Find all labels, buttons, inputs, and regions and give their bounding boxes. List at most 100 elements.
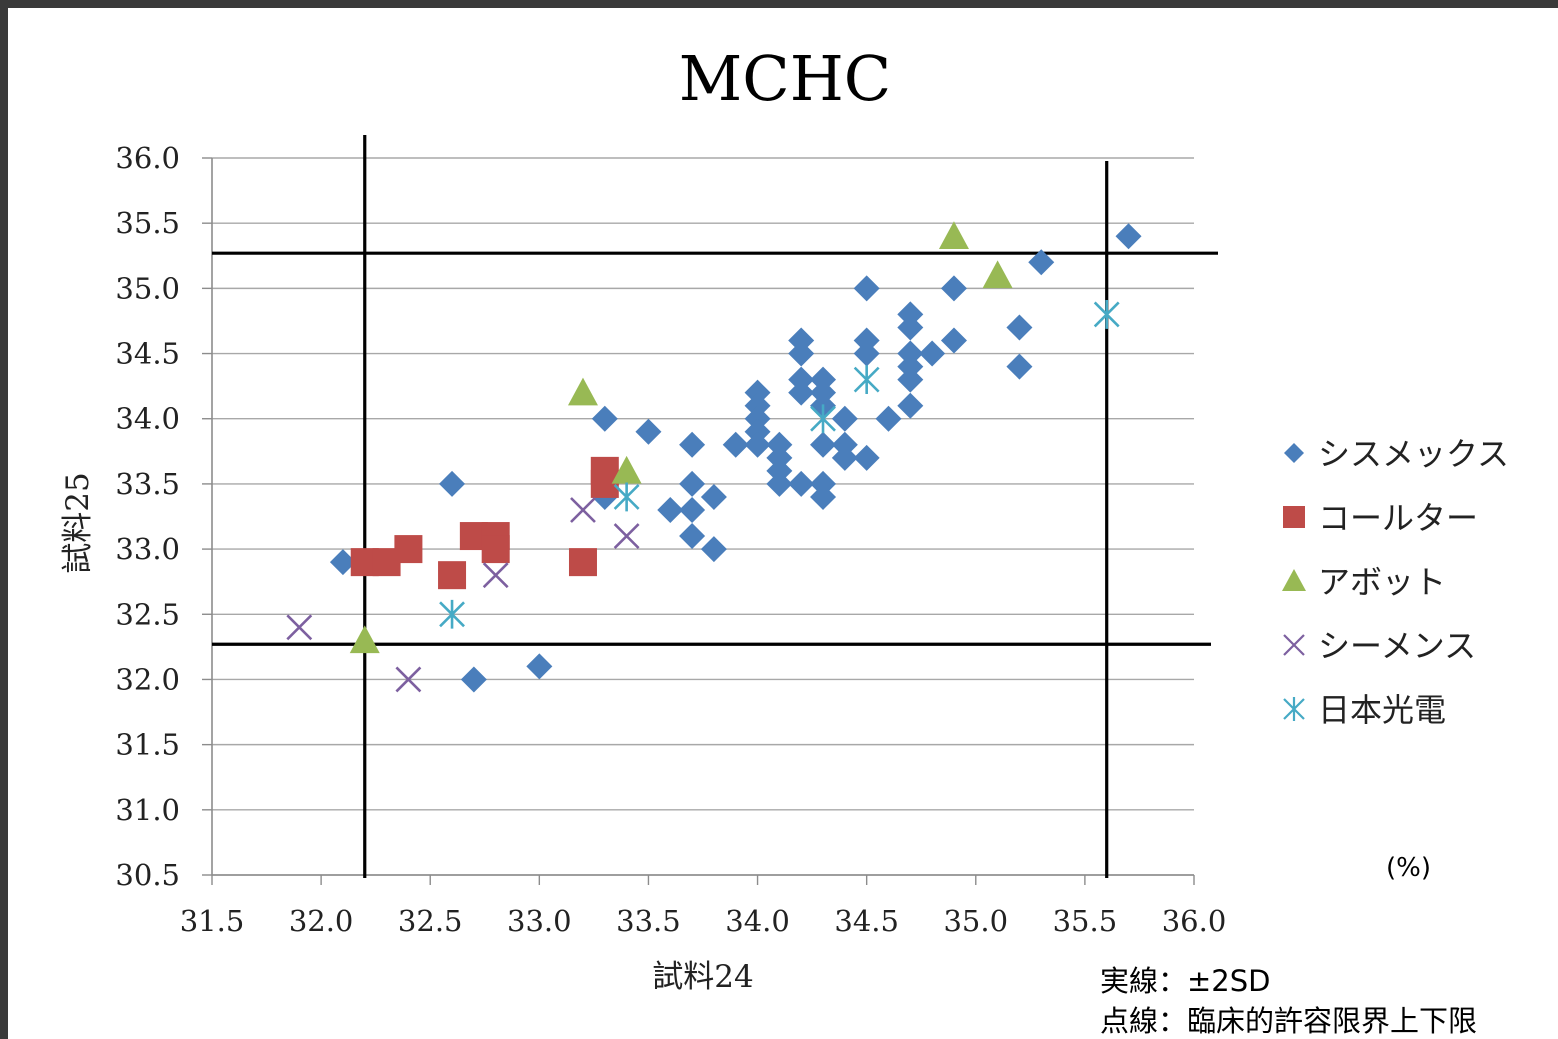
x-axis-label: 試料24: [652, 959, 753, 995]
series-3-x-point: [482, 562, 509, 589]
legend-item: シスメックス: [1284, 435, 1509, 473]
series-1-square-point: [568, 548, 597, 577]
series-0-diamond-point: [744, 405, 771, 432]
series-0-diamond-point: [591, 405, 618, 432]
y-tick-label: 34.0: [115, 402, 180, 436]
legend-label: アボット: [1318, 563, 1446, 601]
series-0-diamond-point: [744, 431, 771, 458]
series-2-triangle-point: [611, 455, 642, 484]
series-4-star-point: [1093, 300, 1120, 329]
series-0-diamond-point: [679, 431, 706, 458]
series-0-diamond-point: [810, 366, 837, 393]
series-0-diamond-point: [831, 444, 858, 471]
series-0-diamond-point: [657, 496, 684, 523]
series-1-square-point: [394, 535, 423, 564]
series-2-triangle-point: [567, 377, 598, 406]
series-0-diamond-point: [853, 340, 880, 367]
series-1-square-point: [481, 535, 510, 564]
series-4-star-point: [439, 599, 465, 629]
legend-item: コールター: [1283, 499, 1478, 537]
data-points: [286, 221, 1142, 693]
y-tick-label: 35.5: [115, 206, 180, 240]
legend-item: シーメンス: [1283, 627, 1476, 665]
series-0-diamond-point: [788, 470, 815, 497]
x-tick-label: 36.0: [1162, 904, 1227, 938]
series-0-diamond-point: [788, 379, 815, 406]
legend-item: アボット: [1282, 563, 1446, 601]
legend-label: シスメックス: [1318, 435, 1509, 473]
series-0-diamond-point: [810, 379, 837, 406]
series-2-triangle-point: [982, 260, 1013, 289]
series-3-x-point: [395, 666, 422, 693]
x-tick-label: 32.5: [398, 904, 463, 938]
x-tick-label: 33.0: [507, 904, 572, 938]
legend-item: 日本光電: [1283, 691, 1446, 729]
legend-swatch-star: [1283, 697, 1305, 721]
scatter-chart: MCHC 試料24 試料25 (%) 実線：±2SD 点線：臨床的許容限界上下限…: [60, 42, 1509, 1038]
y-axis-label: 試料25: [60, 472, 96, 573]
series-0-diamond-point: [722, 431, 749, 458]
series-0-diamond-point: [766, 444, 793, 471]
series-0-diamond-point: [897, 314, 924, 341]
series-0-diamond-point: [700, 536, 727, 563]
series-0-diamond-point: [329, 549, 356, 576]
series-1-square-point: [590, 469, 619, 498]
legend-swatch-x: [1283, 634, 1305, 656]
series-0-diamond-point: [526, 653, 553, 680]
series-0-diamond-point: [744, 392, 771, 419]
x-tick-label: 34.0: [725, 904, 790, 938]
y-tick-label: 31.0: [115, 793, 180, 827]
series-3-x-point: [570, 497, 596, 523]
note-solid-line: 実線：±2SD: [1100, 964, 1271, 998]
y-tick-label: 33.0: [115, 532, 180, 566]
series-0-diamond-point: [700, 483, 727, 510]
series-0-diamond-point: [810, 431, 837, 458]
x-tick-label: 34.5: [834, 904, 899, 938]
series-0-diamond-point: [744, 418, 771, 445]
series-0-diamond-point: [875, 405, 902, 432]
legend-label: 日本光電: [1318, 691, 1446, 729]
series-1-square-point: [438, 561, 467, 590]
series-0-diamond-point: [897, 340, 924, 367]
series-0-diamond-point: [679, 470, 706, 497]
series-0-diamond-point: [919, 340, 946, 367]
y-tick-label: 31.5: [115, 728, 180, 762]
x-tick-label: 35.0: [943, 904, 1008, 938]
series-0-diamond-point: [897, 301, 924, 328]
y-tick-label: 36.0: [115, 141, 180, 175]
series-0-diamond-point: [744, 379, 771, 406]
series-0-diamond-point: [766, 470, 793, 497]
series-0-diamond-point: [1115, 223, 1142, 250]
series-0-diamond-point: [766, 431, 793, 458]
series-2-triangle-point: [349, 625, 380, 654]
y-tick-label: 32.5: [115, 597, 180, 631]
series-0-diamond-point: [940, 275, 967, 302]
series-0-diamond-point: [635, 418, 662, 445]
series-0-diamond-point: [897, 392, 924, 419]
series-0-diamond-point: [460, 666, 487, 693]
x-tick-label: 32.0: [289, 904, 354, 938]
series-0-diamond-point: [853, 444, 880, 471]
series-0-diamond-point: [897, 353, 924, 380]
series-0-diamond-point: [788, 340, 815, 367]
series-2-triangle-point: [938, 221, 969, 249]
series-0-diamond-point: [788, 366, 815, 393]
y-tick-label: 35.0: [115, 271, 180, 305]
y-tick-label: 34.5: [115, 337, 180, 371]
x-tick-label: 33.5: [616, 904, 681, 938]
series-0-diamond-point: [439, 470, 466, 497]
series-0-diamond-point: [1028, 249, 1055, 276]
note-dotted-line: 点線：臨床的許容限界上下限: [1100, 1004, 1477, 1038]
legend-label: コールター: [1318, 499, 1478, 537]
series-3-x-point: [286, 614, 313, 641]
legend-swatch-square: [1283, 506, 1305, 528]
series-0-diamond-point: [1006, 353, 1033, 380]
y-tick-label: 30.5: [115, 858, 180, 892]
series-0-diamond-point: [766, 457, 793, 484]
axes: [202, 157, 1195, 885]
tick-labels: 30.5 31.0 31.5 32.0 32.5 33.0 33.5 34.0 34.5 35.0…: [115, 141, 1226, 938]
y-tick-label: 33.5: [115, 467, 180, 501]
series-4-star-point: [613, 482, 640, 512]
